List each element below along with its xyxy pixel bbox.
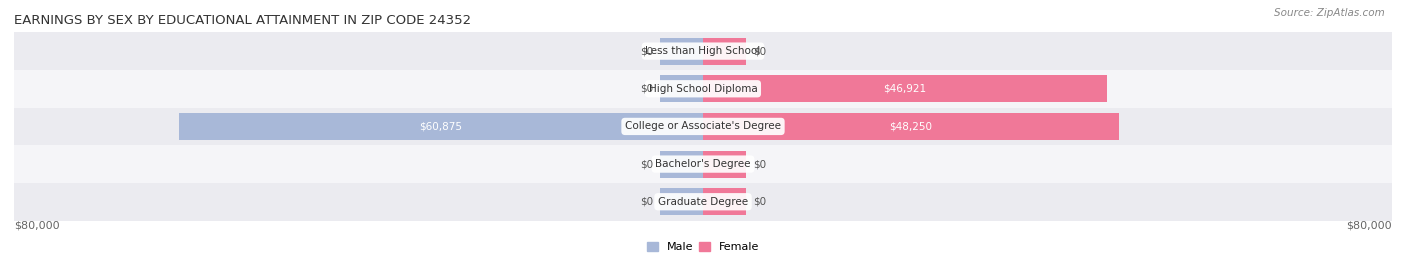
Text: Source: ZipAtlas.com: Source: ZipAtlas.com xyxy=(1274,8,1385,18)
Text: $0: $0 xyxy=(640,197,652,207)
Text: High School Diploma: High School Diploma xyxy=(648,84,758,94)
Text: Graduate Degree: Graduate Degree xyxy=(658,197,748,207)
Text: Less than High School: Less than High School xyxy=(645,46,761,56)
Legend: Male, Female: Male, Female xyxy=(643,237,763,256)
Bar xyxy=(14,32,1392,70)
Bar xyxy=(703,151,747,178)
Text: $0: $0 xyxy=(754,159,766,169)
Bar xyxy=(14,108,1392,145)
Bar xyxy=(14,183,1392,221)
Text: $80,000: $80,000 xyxy=(14,221,59,231)
Bar xyxy=(14,70,1392,108)
Bar xyxy=(179,113,703,140)
Bar xyxy=(703,113,1119,140)
Bar xyxy=(703,188,747,215)
Text: $0: $0 xyxy=(640,46,652,56)
Bar xyxy=(659,188,703,215)
Text: $60,875: $60,875 xyxy=(419,121,463,132)
Bar xyxy=(703,75,1107,102)
Text: $0: $0 xyxy=(640,84,652,94)
Text: $0: $0 xyxy=(754,46,766,56)
Bar xyxy=(659,151,703,178)
Text: College or Associate's Degree: College or Associate's Degree xyxy=(626,121,780,132)
Text: $0: $0 xyxy=(754,197,766,207)
Bar xyxy=(659,75,703,102)
Bar xyxy=(14,145,1392,183)
Text: $80,000: $80,000 xyxy=(1347,221,1392,231)
Text: $46,921: $46,921 xyxy=(883,84,927,94)
Text: Bachelor's Degree: Bachelor's Degree xyxy=(655,159,751,169)
Bar xyxy=(659,38,703,65)
Text: $0: $0 xyxy=(640,159,652,169)
Text: $48,250: $48,250 xyxy=(889,121,932,132)
Text: EARNINGS BY SEX BY EDUCATIONAL ATTAINMENT IN ZIP CODE 24352: EARNINGS BY SEX BY EDUCATIONAL ATTAINMEN… xyxy=(14,14,471,27)
Bar xyxy=(703,38,747,65)
